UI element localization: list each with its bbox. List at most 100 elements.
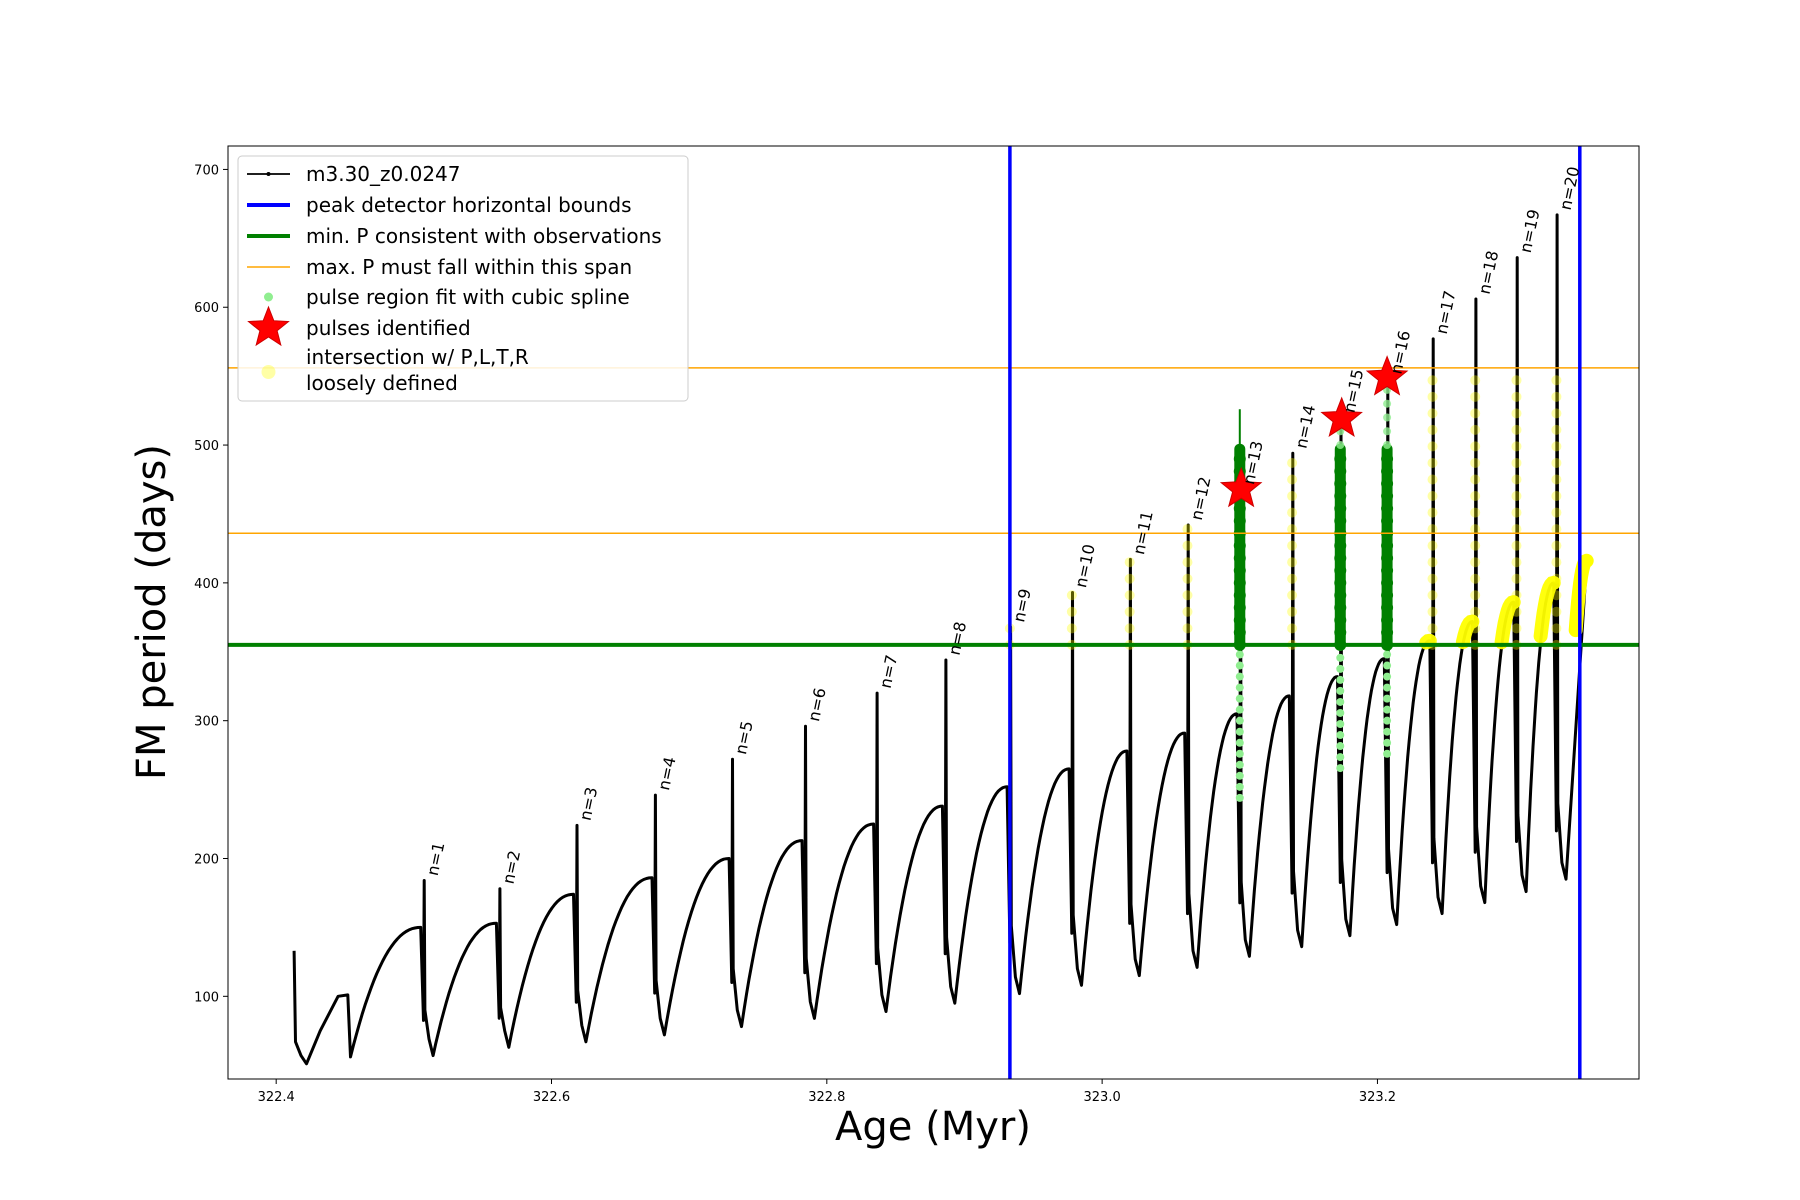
loosely-defined-point <box>1551 457 1562 468</box>
spline-fit-point <box>1381 514 1394 527</box>
spline-fit-point <box>1233 614 1246 627</box>
loosely-defined-point <box>1470 623 1481 634</box>
loosely-defined-loop <box>1494 595 1521 650</box>
spline-fit-point <box>1235 793 1244 802</box>
loosely-defined-point <box>1427 375 1438 386</box>
loosely-defined-point <box>1511 408 1522 419</box>
loosely-defined-point <box>1551 606 1562 617</box>
legend-label: max. P must fall within this span <box>306 255 632 279</box>
loosely-defined-point <box>1551 557 1562 568</box>
spline-fit-point <box>1233 552 1246 565</box>
loosely-defined-point <box>1287 474 1298 485</box>
y-axis-label: FM period (days) <box>129 444 175 780</box>
spline-fit-point <box>1334 452 1347 465</box>
y-tick-label: 600 <box>194 301 219 316</box>
legend-handle-dot <box>266 172 271 176</box>
loosely-defined-point <box>1287 557 1298 568</box>
spline-fit-point <box>1235 672 1244 681</box>
spline-fit-point <box>1235 716 1244 725</box>
loosely-defined-point <box>1427 606 1438 617</box>
model-track-series <box>292 213 1589 1066</box>
spline-fit-point <box>1235 650 1244 659</box>
legend-label: intersection w/ P,L,T,R <box>306 345 529 369</box>
spline-fit-point <box>1336 664 1345 673</box>
spline-fit-point <box>1235 782 1244 791</box>
spline-fit-point <box>1336 697 1345 706</box>
x-tick-label: 323.2 <box>1359 1090 1396 1105</box>
loosely-defined-point <box>1470 424 1481 435</box>
spline-fit-point <box>1235 727 1244 736</box>
spline-fit-point <box>1383 683 1392 692</box>
spline-fit-point <box>1233 539 1246 552</box>
y-tick-label: 100 <box>194 990 219 1005</box>
spline-fit-point <box>1334 514 1347 527</box>
x-tick-label: 322.4 <box>258 1090 295 1105</box>
spline-fit-point <box>1334 465 1347 478</box>
spline-fit-point <box>1381 564 1394 577</box>
spline-fit-point <box>1381 502 1394 515</box>
spline-fit-point <box>1235 705 1244 714</box>
loosely-defined-point <box>1287 623 1298 634</box>
plot-frame <box>227 145 1640 1080</box>
spline-fit-point <box>1381 490 1394 503</box>
spline-fit-point <box>1383 650 1392 659</box>
spline-fit-point <box>1383 727 1392 736</box>
loosely-defined-point <box>1287 606 1298 617</box>
spline-fit-point <box>1235 771 1244 780</box>
loosely-defined-point <box>1511 375 1522 386</box>
loosely-defined-point <box>1551 491 1562 502</box>
loosely-defined-point <box>1511 507 1522 518</box>
spline-fit-point <box>1336 742 1345 751</box>
legend-handle-dot <box>264 292 273 302</box>
loosely-defined-point <box>1182 557 1193 568</box>
y-tick-label: 400 <box>194 577 219 592</box>
loosely-defined-point <box>1551 623 1562 634</box>
loosely-defined-point <box>1427 441 1438 452</box>
loosely-defined-point <box>1511 457 1522 468</box>
spline-fit-point <box>1381 576 1394 589</box>
loosely-defined-point <box>1427 557 1438 568</box>
loosely-defined-point <box>1511 424 1522 435</box>
loosely-defined-point <box>1551 540 1562 551</box>
loosely-defined-point <box>1470 491 1481 502</box>
legend-label: min. P consistent with observations <box>306 224 662 248</box>
loosely-defined-point <box>1551 408 1562 419</box>
legend-label: loosely defined <box>306 371 458 395</box>
legend-handle-star <box>247 305 290 347</box>
loosely-defined-point <box>1287 507 1298 518</box>
loosely-defined-point <box>1124 606 1135 617</box>
y-tick-label: 700 <box>194 163 219 178</box>
spline-fit-point <box>1336 686 1345 695</box>
spline-fit-point <box>1233 576 1246 589</box>
loosely-defined-point <box>1427 408 1438 419</box>
spline-fit-point <box>1336 653 1345 662</box>
legend-label: pulses identified <box>306 316 471 340</box>
loosely-defined-point <box>1427 424 1438 435</box>
legend-box <box>237 155 689 402</box>
loosely-defined-loop <box>1533 575 1561 644</box>
spline-fit-point <box>1383 672 1392 681</box>
spline-fit-point <box>1383 749 1392 758</box>
spline-fit-point <box>1233 601 1246 614</box>
legend-label: m3.30_z0.0247 <box>306 162 461 186</box>
loosely-defined-point <box>1470 557 1481 568</box>
loosely-defined-point <box>1470 457 1481 468</box>
spline-fit-point <box>1233 514 1246 527</box>
x-tick-label: 323.0 <box>1084 1090 1121 1105</box>
loosely-defined-point <box>1470 441 1481 452</box>
spline-fit-point <box>1233 452 1246 465</box>
loosely-defined-point <box>1182 590 1193 601</box>
loosely-defined-point <box>1511 441 1522 452</box>
spline-fit-point <box>1336 441 1345 450</box>
spline-fit-point <box>1381 589 1394 602</box>
loosely-defined-point <box>1511 573 1522 584</box>
spline-fit-point <box>1235 760 1244 769</box>
loosely-defined-point <box>1427 474 1438 485</box>
loosely-defined-point <box>1182 623 1193 634</box>
loosely-defined-point <box>1470 391 1481 402</box>
loosely-defined-point <box>1470 408 1481 419</box>
spline-fit-point <box>1381 601 1394 614</box>
spline-fit-point <box>1235 661 1244 670</box>
loosely-defined-point <box>1551 590 1562 601</box>
spline-fit-point <box>1336 675 1345 684</box>
